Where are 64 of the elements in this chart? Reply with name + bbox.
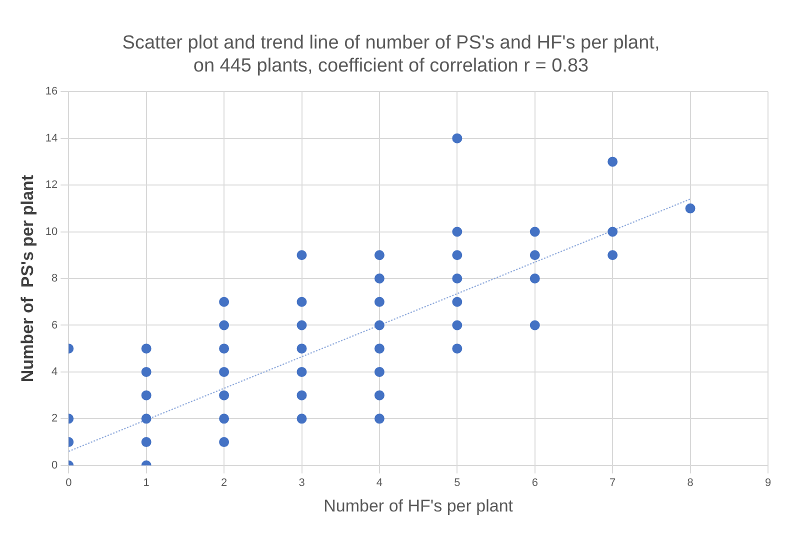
point xyxy=(452,226,462,237)
point xyxy=(296,320,307,330)
point xyxy=(219,366,230,377)
point xyxy=(452,320,462,330)
point xyxy=(141,437,152,448)
point xyxy=(374,414,384,424)
point xyxy=(141,366,152,377)
point xyxy=(608,250,618,260)
y-tick-label: 8 xyxy=(52,272,58,285)
x-tick-label: 7 xyxy=(610,477,616,490)
point xyxy=(530,274,540,284)
point xyxy=(374,250,384,260)
y-tick-label: 14 xyxy=(45,132,58,144)
point xyxy=(219,344,230,354)
point xyxy=(452,250,462,260)
point xyxy=(374,344,384,354)
y-tick-label: 4 xyxy=(52,366,58,378)
y-tick-label: 0 xyxy=(52,459,58,472)
x-tick-label: 1 xyxy=(143,477,150,490)
point xyxy=(530,320,540,330)
x-tick-label: 0 xyxy=(66,477,72,490)
y-tick-label: 10 xyxy=(45,226,58,238)
chart-title: Scatter plot and trend line of number of PS's and HF's per plant, on 445 plants, coefficient of correlation r = 0.83 xyxy=(122,32,660,76)
point xyxy=(296,296,307,307)
point xyxy=(141,390,152,400)
point xyxy=(296,366,307,377)
x-axis-title: Number of HF's per plant xyxy=(324,496,514,516)
point xyxy=(452,296,462,307)
point xyxy=(530,226,540,237)
y-tick-label: 16 xyxy=(45,86,58,98)
point xyxy=(374,320,384,330)
point xyxy=(296,250,307,260)
point xyxy=(374,274,384,284)
point xyxy=(219,414,230,424)
x-tick-label: 2 xyxy=(220,477,228,490)
y-tick-label: 6 xyxy=(52,319,58,332)
x-tick-label: 6 xyxy=(532,477,538,490)
x-tick-label: 3 xyxy=(298,477,305,490)
point xyxy=(374,296,384,307)
point xyxy=(219,296,230,307)
point xyxy=(452,274,462,284)
point xyxy=(530,250,540,260)
point xyxy=(141,414,152,424)
point xyxy=(219,390,230,400)
point xyxy=(608,226,618,237)
point xyxy=(219,437,230,448)
y-tick-label: 12 xyxy=(45,179,58,192)
point xyxy=(374,366,384,377)
x-tick-label: 4 xyxy=(376,477,383,490)
point xyxy=(452,344,462,354)
x-tick-label: 9 xyxy=(764,477,772,490)
x-tick-label: 5 xyxy=(454,477,460,490)
point xyxy=(296,414,307,424)
point xyxy=(219,320,230,330)
y-axis-title: Number of PS's per plant xyxy=(18,174,37,382)
x-tick-label: 8 xyxy=(687,477,694,490)
y-tick-label: 2 xyxy=(52,412,58,425)
point xyxy=(685,203,696,214)
point xyxy=(608,156,618,167)
point xyxy=(296,344,307,354)
point xyxy=(452,133,462,144)
point xyxy=(296,390,307,400)
point xyxy=(141,344,152,354)
point xyxy=(374,390,384,400)
